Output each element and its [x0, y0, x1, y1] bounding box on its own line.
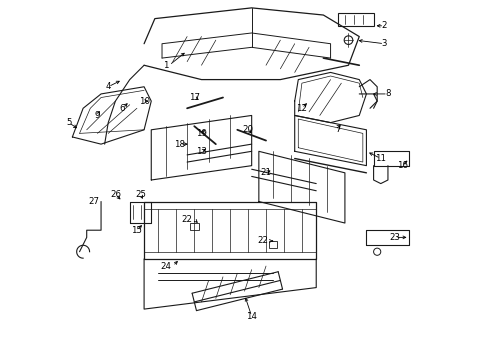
Text: 4: 4 [105, 82, 111, 91]
Text: 11: 11 [374, 154, 386, 163]
Text: 9: 9 [95, 111, 100, 120]
Text: 27: 27 [88, 197, 99, 206]
Text: 12: 12 [296, 104, 307, 113]
Text: 1: 1 [163, 61, 168, 70]
Text: 17: 17 [188, 93, 200, 102]
Text: 22: 22 [256, 237, 267, 246]
Text: 14: 14 [245, 312, 257, 321]
Text: 23: 23 [389, 233, 400, 242]
Text: 21: 21 [260, 168, 271, 177]
Text: 19: 19 [196, 129, 206, 138]
Text: 25: 25 [135, 190, 146, 199]
Text: 20: 20 [242, 125, 253, 134]
Text: 22: 22 [181, 215, 192, 224]
Text: 16: 16 [396, 161, 407, 170]
Text: 26: 26 [110, 190, 121, 199]
Bar [268, 241, 277, 248]
Text: 24: 24 [160, 262, 171, 271]
Text: 2: 2 [381, 21, 386, 30]
Text: 7: 7 [334, 125, 340, 134]
Bar [190, 223, 198, 230]
Bar [337, 13, 373, 26]
Text: 5: 5 [66, 118, 71, 127]
Text: 13: 13 [196, 147, 206, 156]
Text: 3: 3 [381, 39, 386, 48]
Text: 8: 8 [385, 89, 390, 98]
Text: 10: 10 [138, 96, 149, 105]
Text: 18: 18 [174, 140, 185, 149]
Text: 15: 15 [131, 226, 142, 235]
Text: 6: 6 [120, 104, 125, 113]
